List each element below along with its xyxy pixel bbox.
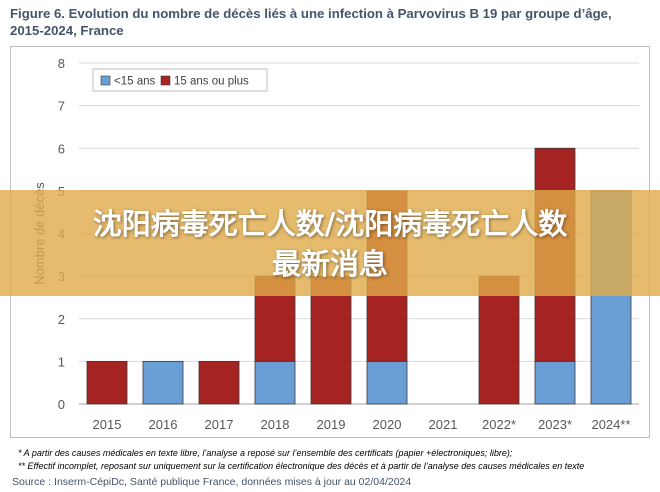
bar-under15 bbox=[534, 360, 576, 405]
x-tick-label: 2019 bbox=[317, 417, 346, 432]
legend-swatch bbox=[100, 75, 111, 86]
bar-under15 bbox=[142, 360, 184, 405]
y-tick-label: 7 bbox=[58, 99, 65, 114]
bar-15plus bbox=[310, 275, 352, 405]
figure-title-line1: Figure 6. Evolution du nombre de décès l… bbox=[10, 6, 612, 21]
bar-under15 bbox=[254, 360, 296, 405]
legend bbox=[92, 68, 268, 92]
x-tick-label: 2015 bbox=[93, 417, 122, 432]
y-tick-label: 6 bbox=[58, 141, 65, 156]
overlay-banner bbox=[0, 190, 660, 296]
legend-swatch bbox=[160, 75, 171, 86]
footnote-2: ** Effectif incomplet, reposant sur uniq… bbox=[18, 460, 585, 471]
source-note: Source : Inserm-CépiDc, Santé publique F… bbox=[12, 476, 412, 488]
overlay-banner-line1: 沈阳病毒死亡人数/沈阳病毒死亡人数 bbox=[92, 207, 568, 241]
x-tick-label: 2023* bbox=[538, 417, 572, 432]
x-tick-label: 2017 bbox=[205, 417, 234, 432]
footnotes: * A partir des causes médicales en texte… bbox=[18, 447, 584, 472]
x-tick-label: 2022* bbox=[482, 417, 516, 432]
y-tick-label: 8 bbox=[58, 56, 65, 71]
overlay-banner-text: 沈阳病毒死亡人数/沈阳病毒死亡人数 最新消息 bbox=[0, 204, 660, 284]
y-tick-label: 0 bbox=[58, 397, 65, 412]
legend-label: 15 ans ou plus bbox=[174, 76, 249, 88]
legend-label: <15 ans bbox=[114, 76, 155, 88]
figure-title: Figure 6. Evolution du nombre de décès l… bbox=[10, 6, 650, 39]
bar-under15 bbox=[366, 360, 408, 405]
figure-title-line2: 2015-2024, France bbox=[10, 22, 124, 38]
x-tick-label: 2024** bbox=[591, 417, 630, 432]
x-tick-label: 2021 bbox=[429, 417, 458, 432]
x-tick-label: 2020 bbox=[373, 417, 402, 432]
x-tick-label: 2016 bbox=[149, 417, 178, 432]
bar-15plus bbox=[86, 360, 128, 405]
x-tick-label: 2018 bbox=[261, 417, 290, 432]
y-tick-label: 1 bbox=[58, 354, 65, 369]
footnote-1: * A partir des causes médicales en texte… bbox=[18, 448, 513, 458]
bar-15plus bbox=[198, 360, 240, 405]
y-tick-label: 2 bbox=[58, 312, 65, 327]
bar-15plus bbox=[478, 275, 520, 405]
overlay-banner-line2: 最新消息 bbox=[271, 247, 388, 281]
